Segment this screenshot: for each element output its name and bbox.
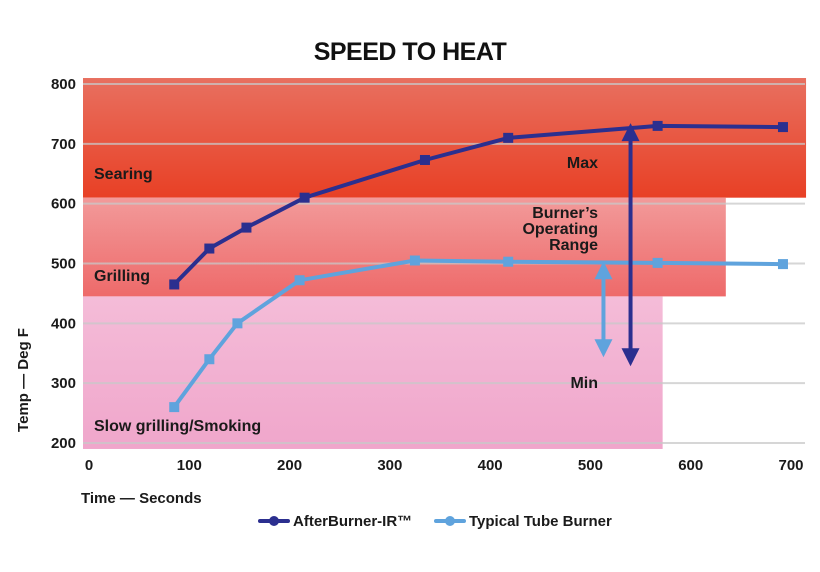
series-point — [503, 132, 514, 143]
zone-label: Slow grilling/Smoking — [94, 418, 261, 435]
series-point — [777, 259, 788, 270]
x-tick-label: 300 — [377, 457, 402, 474]
y-tick-label: 800 — [51, 76, 76, 93]
x-tick-label: 500 — [578, 457, 603, 474]
y-tick-label: 400 — [51, 315, 76, 332]
afterburner-range-arrow — [621, 123, 640, 367]
y-tick-label: 300 — [51, 375, 76, 392]
tube-burner-range-arrow — [594, 261, 613, 358]
x-tick-label: 100 — [177, 457, 202, 474]
series-point — [299, 192, 310, 203]
x-tick-label: 200 — [277, 457, 302, 474]
x-tick-label: 600 — [678, 457, 703, 474]
operating-range-label: Operating — [522, 221, 598, 238]
legend-item-1: AfterBurner-IR™ — [258, 513, 412, 530]
zone-label: Searing — [94, 166, 153, 183]
y-axis-ticks: 200 300 400 500 600 700 800 — [51, 76, 76, 452]
operating-range-label: Burner’s — [532, 205, 598, 222]
x-tick-label: 400 — [478, 457, 503, 474]
operating-range-label: Range — [549, 237, 598, 254]
series-point — [169, 402, 180, 413]
series-point — [409, 255, 420, 266]
series-point — [777, 122, 788, 133]
legend-label: AfterBurner-IR™ — [293, 513, 412, 530]
series-line-2 — [172, 258, 785, 410]
zone-label: Grilling — [94, 268, 150, 285]
chart-title: SPEED TO HEAT — [314, 38, 507, 66]
min-label: Min — [570, 375, 598, 392]
y-tick-label: 600 — [51, 196, 76, 213]
series-point — [241, 222, 252, 233]
zone-slow-grilling-smoking — [83, 296, 663, 449]
series-point — [232, 318, 243, 329]
legend-label: Typical Tube Burner — [469, 513, 612, 530]
y-tick-label: 500 — [51, 256, 76, 273]
x-tick-label: 700 — [778, 457, 803, 474]
x-axis-label: Time — Seconds — [81, 490, 202, 507]
series-point — [204, 243, 215, 254]
legend: AfterBurner-IR™ Typical Tube Burner — [258, 513, 612, 530]
x-axis-ticks: 0 100 200 300 400 500 600 700 — [85, 457, 804, 474]
series-point — [169, 279, 180, 290]
series-point — [419, 154, 430, 165]
series-point — [652, 257, 663, 268]
max-label: Max — [567, 155, 598, 172]
series-point — [503, 256, 514, 267]
series-point — [294, 275, 305, 286]
zone-searing — [83, 78, 807, 198]
legend-item-2: Typical Tube Burner — [434, 513, 612, 530]
y-tick-label: 700 — [51, 136, 76, 153]
x-tick-label: 0 — [85, 457, 93, 474]
series-point — [204, 354, 215, 365]
temperature-zones: Searing Grilling Slow grilling/Smoking — [83, 78, 807, 449]
y-axis-label: Temp — Deg F — [15, 328, 32, 432]
y-tick-label: 200 — [51, 435, 76, 452]
gridlines — [83, 83, 805, 444]
zone-grilling — [83, 197, 726, 297]
series-point — [652, 120, 663, 131]
